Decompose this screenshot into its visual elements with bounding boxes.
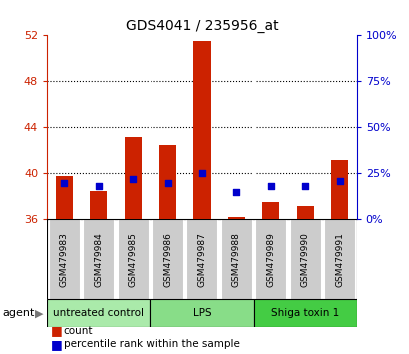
Text: untreated control: untreated control — [53, 308, 144, 318]
Bar — [56, 176, 73, 219]
Bar — [227, 217, 244, 219]
Text: GSM479987: GSM479987 — [197, 232, 206, 287]
Text: ■: ■ — [51, 325, 63, 337]
Text: GSM479988: GSM479988 — [231, 232, 240, 287]
Text: count: count — [63, 326, 93, 336]
Text: Shiga toxin 1: Shiga toxin 1 — [270, 308, 338, 318]
Bar — [289, 219, 320, 299]
Bar — [255, 219, 285, 299]
Bar — [186, 219, 217, 299]
Point — [198, 171, 204, 176]
Text: GSM479989: GSM479989 — [265, 232, 274, 287]
Title: GDS4041 / 235956_at: GDS4041 / 235956_at — [125, 19, 278, 33]
Point — [301, 183, 308, 189]
Text: ▶: ▶ — [35, 308, 43, 318]
Point — [61, 180, 67, 185]
Bar — [296, 206, 313, 219]
Point — [95, 183, 102, 189]
Text: agent: agent — [2, 308, 34, 318]
Bar — [150, 299, 253, 327]
Text: GSM479991: GSM479991 — [334, 232, 343, 287]
Point — [232, 189, 239, 195]
Bar — [323, 219, 354, 299]
Point — [267, 183, 273, 189]
Bar — [83, 219, 114, 299]
Bar — [117, 219, 148, 299]
Text: GSM479983: GSM479983 — [60, 232, 69, 287]
Bar — [124, 137, 142, 219]
Point — [335, 178, 342, 184]
Bar — [47, 299, 150, 327]
Point — [130, 176, 136, 182]
Bar — [152, 219, 182, 299]
Bar — [49, 219, 80, 299]
Text: GSM479985: GSM479985 — [128, 232, 137, 287]
Text: GSM479984: GSM479984 — [94, 232, 103, 287]
Bar — [220, 219, 251, 299]
Text: LPS: LPS — [192, 308, 211, 318]
Point — [164, 180, 171, 185]
Text: GSM479986: GSM479986 — [163, 232, 172, 287]
Bar — [253, 299, 356, 327]
Text: GSM479990: GSM479990 — [300, 232, 309, 287]
Bar — [330, 160, 347, 219]
Bar — [159, 145, 176, 219]
Bar — [90, 191, 107, 219]
Bar — [261, 202, 279, 219]
Bar — [193, 41, 210, 219]
Text: percentile rank within the sample: percentile rank within the sample — [63, 339, 239, 349]
Text: ■: ■ — [51, 338, 63, 350]
